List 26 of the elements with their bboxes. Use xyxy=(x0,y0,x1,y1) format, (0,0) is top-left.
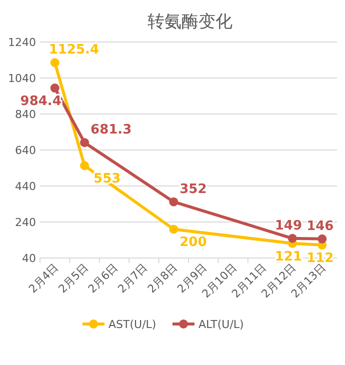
point xyxy=(318,234,327,244)
point xyxy=(50,58,60,68)
y-tick-label: 640 xyxy=(15,144,36,157)
data-label: 121 xyxy=(274,249,302,264)
point xyxy=(169,197,178,206)
data-label: 352 xyxy=(180,182,207,197)
y-tick-label: 1240 xyxy=(8,36,36,49)
data-label: 681.3 xyxy=(90,122,132,138)
y-tick-label: 40 xyxy=(22,252,36,265)
point xyxy=(288,234,297,243)
y-tick-label: 240 xyxy=(15,216,36,229)
point xyxy=(80,138,90,148)
chart-title: 转氨酶变化 xyxy=(148,12,232,32)
data-label: 149 xyxy=(274,218,302,234)
point xyxy=(50,84,60,93)
data-label: 200 xyxy=(180,235,207,250)
point xyxy=(80,161,90,170)
data-label: 984.4 xyxy=(20,94,62,110)
point xyxy=(169,224,178,234)
data-label: 1125.4 xyxy=(48,42,100,58)
y-tick-label: 840 xyxy=(15,108,36,121)
y-tick-label: 440 xyxy=(15,180,36,193)
y-tick-label: 1040 xyxy=(8,72,36,85)
legend-label: ALT(U/L) xyxy=(198,318,244,331)
legend-label: AST(U/L) xyxy=(108,318,156,331)
data-label: 146 xyxy=(306,218,334,234)
